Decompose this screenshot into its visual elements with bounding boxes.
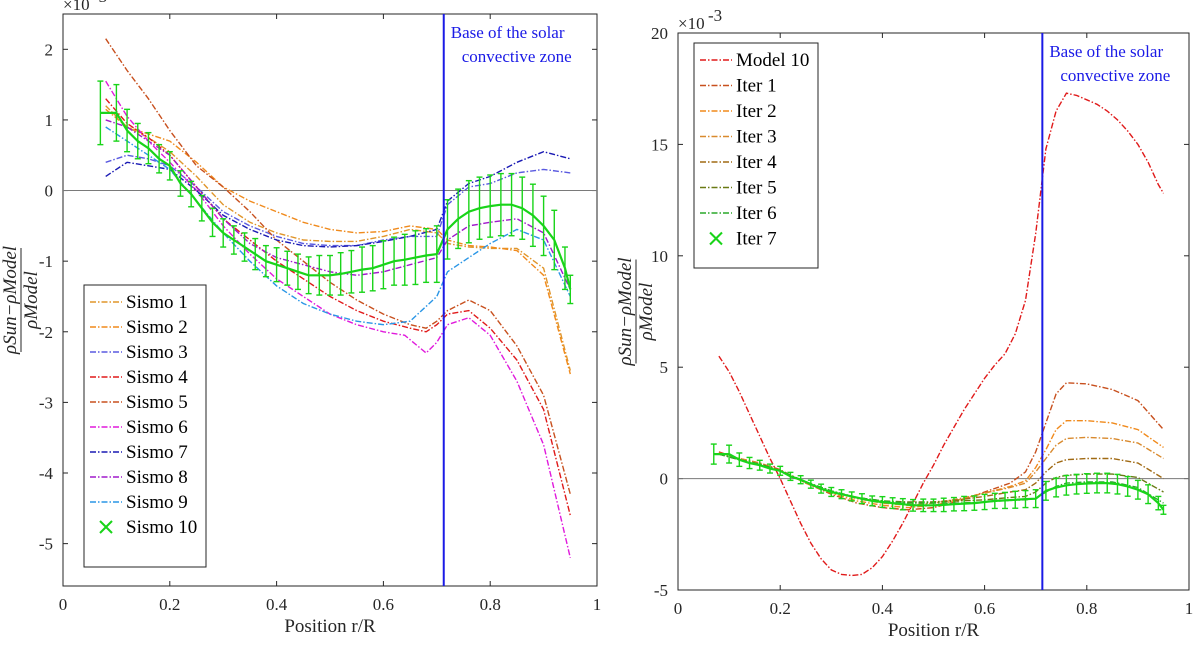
left-x-tick-label: 0.8: [480, 595, 501, 614]
right-annotation-line1: Base of the solar: [1049, 42, 1163, 61]
right-y-tick-label: 10: [651, 247, 668, 266]
right-x-axis-label: Position r/R: [888, 620, 980, 641]
left-legend-label: Sismo 6: [126, 417, 188, 438]
right-y-tick-label: 0: [660, 470, 669, 489]
right-series-iter-7: [710, 443, 1167, 515]
left-series-sismo-6: [105, 80, 571, 558]
right-legend-label: Iter 5: [736, 178, 777, 199]
right-x-tick-label: 0.6: [974, 599, 995, 618]
left-series-sismo-2: [105, 108, 571, 375]
right-legend-label: Iter 7: [736, 229, 777, 250]
left-legend-marker: [99, 520, 113, 534]
right-legend-marker: [709, 231, 723, 246]
right-x-tick-label: 0.8: [1076, 599, 1097, 618]
left-legend-label: Sismo 10: [126, 517, 197, 538]
right-x-tick-label: 1: [1185, 599, 1194, 618]
right-series-model-10: [718, 92, 1165, 577]
left-annotation-line2: convective zone: [462, 47, 572, 66]
left-x-tick-label: 1: [593, 595, 602, 614]
left-legend-label: Sismo 9: [126, 492, 188, 513]
left-legend-label: Sismo 5: [126, 392, 188, 413]
left-series-sismo-1: [105, 105, 571, 371]
left-legend-label: Sismo 4: [126, 367, 188, 388]
left-x-tick-label: 0.4: [266, 595, 288, 614]
left-y-tick-label: 2: [45, 40, 54, 59]
left-y-tick-label: -5: [39, 535, 53, 554]
right-y-axis-label: ρSun−ρModel ρModel: [615, 257, 657, 366]
left-legend-label: Sismo 7: [126, 442, 188, 463]
right-legend-label: Model 10: [736, 50, 809, 71]
right-y-tick-label: 5: [660, 358, 669, 377]
left-y-axis-label-denominator: ρModel: [21, 271, 42, 330]
right-legend-label: Iter 6: [736, 203, 777, 224]
right-scale-label: ×10: [678, 14, 705, 33]
left-scale-exponent: -3: [93, 0, 107, 6]
left-legend-label: Sismo 8: [126, 467, 188, 488]
left-x-tick-label: 0.6: [373, 595, 394, 614]
left-y-tick-label: -2: [39, 323, 53, 342]
right-legend: [693, 42, 819, 269]
left-y-axis-label-numerator: ρSun−ρModel: [0, 246, 21, 355]
right-y-tick-label: 15: [651, 135, 668, 154]
left-y-tick-label: 1: [45, 111, 54, 130]
right-x-tick-label: 0.4: [872, 599, 894, 618]
right-y-axis-label-denominator: ρModel: [636, 283, 657, 342]
left-scale-label: ×10: [63, 0, 90, 14]
left-y-axis-label: ρSun−ρModel ρModel: [0, 246, 42, 355]
right-legend-label: Iter 4: [736, 152, 777, 173]
right-legend-label: Iter 1: [736, 76, 777, 97]
left-x-tick-label: 0: [59, 595, 68, 614]
left-x-axis-label: Position r/R: [284, 616, 376, 637]
left-legend-label: Sismo 3: [126, 342, 188, 363]
right-y-tick-label: -5: [654, 581, 668, 600]
left-series-sismo-3: [105, 154, 571, 247]
right-x-tick-label: 0.2: [770, 599, 791, 618]
left-series-sismo-10: [97, 80, 574, 305]
left-series-sismo-5: [105, 38, 571, 495]
left-legend-label: Sismo 1: [126, 292, 188, 313]
right-scale-exponent: -3: [708, 6, 722, 25]
left-annotation-line1: Base of the solar: [451, 23, 565, 42]
left-x-tick-label: 0.2: [159, 595, 180, 614]
left-legend-label: Sismo 2: [126, 317, 188, 338]
right-y-tick-label: 20: [651, 24, 668, 43]
right-chart-panel: 0 0.2 0.4 0.6 0.8 1 -5 0 5 10 15 20 ×10 -3 Base of the…: [615, 6, 1193, 641]
left-y-tick-label: -4: [39, 464, 54, 483]
right-y-axis-label-numerator: ρSun−ρModel: [615, 257, 636, 366]
left-y-tick-label: -1: [39, 252, 53, 271]
left-series-sismo-4: [105, 98, 571, 516]
left-legend: [83, 284, 207, 568]
right-x-tick-label: 0: [674, 599, 683, 618]
right-annotation-line2: convective zone: [1060, 66, 1170, 85]
left-y-tick-label: -3: [39, 393, 53, 412]
left-y-tick-label: 0: [45, 182, 54, 201]
right-legend-label: Iter 2: [736, 101, 777, 122]
right-legend-label: Iter 3: [736, 127, 777, 148]
